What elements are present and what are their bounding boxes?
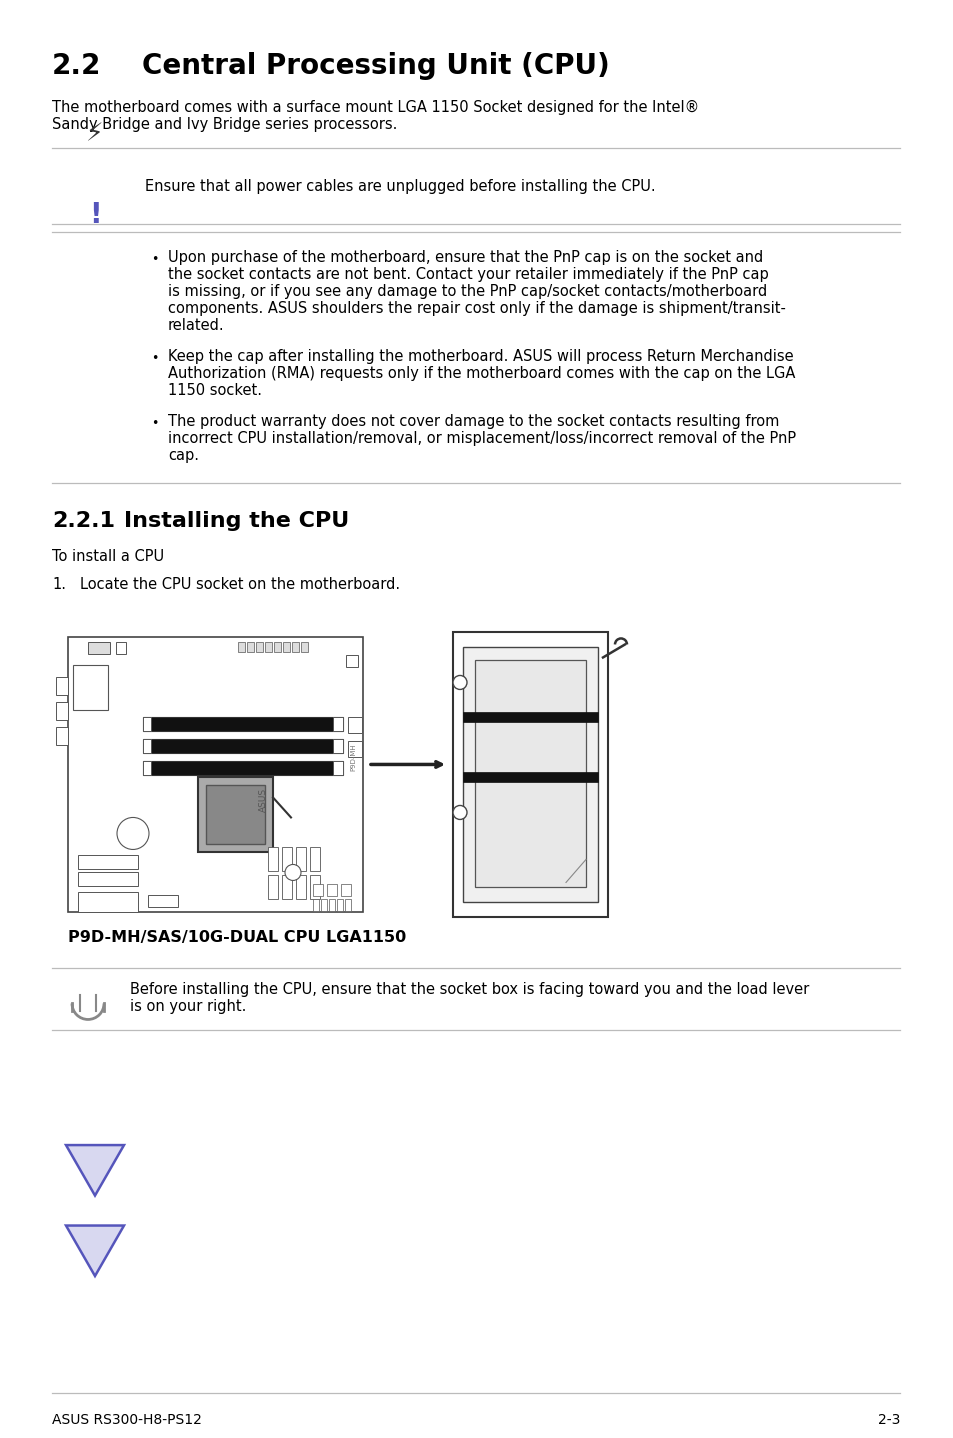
FancyBboxPatch shape	[255, 643, 263, 653]
Text: Ensure that all power cables are unplugged before installing the CPU.: Ensure that all power cables are unplugg…	[145, 180, 655, 194]
FancyBboxPatch shape	[475, 660, 585, 887]
Polygon shape	[66, 1225, 124, 1276]
Text: is missing, or if you see any damage to the PnP cap/socket contacts/motherboard: is missing, or if you see any damage to …	[168, 285, 766, 299]
FancyBboxPatch shape	[462, 647, 598, 903]
FancyBboxPatch shape	[333, 762, 343, 775]
Polygon shape	[66, 1145, 124, 1195]
Text: is on your right.: is on your right.	[130, 999, 246, 1014]
FancyBboxPatch shape	[320, 899, 327, 912]
FancyBboxPatch shape	[348, 718, 361, 733]
FancyBboxPatch shape	[283, 643, 290, 653]
Circle shape	[285, 864, 301, 880]
FancyBboxPatch shape	[116, 643, 126, 654]
Text: P9D-MH: P9D-MH	[350, 743, 355, 771]
FancyBboxPatch shape	[333, 739, 343, 754]
FancyBboxPatch shape	[327, 884, 336, 896]
Text: 1.: 1.	[52, 578, 66, 592]
Text: The motherboard comes with a surface mount LGA 1150 Socket designed for the Inte: The motherboard comes with a surface mou…	[52, 101, 699, 115]
Text: Before installing the CPU, ensure that the socket box is facing toward you and t: Before installing the CPU, ensure that t…	[130, 982, 808, 998]
FancyBboxPatch shape	[292, 643, 298, 653]
FancyBboxPatch shape	[333, 718, 343, 732]
Text: 2-3: 2-3	[877, 1414, 899, 1426]
FancyBboxPatch shape	[301, 643, 308, 653]
Text: Sandy Bridge and Ivy Bridge series processors.: Sandy Bridge and Ivy Bridge series proce…	[52, 116, 397, 132]
Text: incorrect CPU installation/removal, or misplacement/loss/incorrect removal of th: incorrect CPU installation/removal, or m…	[168, 431, 796, 446]
Text: P9D-MH/SAS/10G-DUAL CPU LGA1150: P9D-MH/SAS/10G-DUAL CPU LGA1150	[68, 930, 406, 945]
Text: •: •	[152, 352, 158, 365]
FancyBboxPatch shape	[143, 718, 343, 732]
FancyBboxPatch shape	[310, 847, 319, 871]
FancyBboxPatch shape	[198, 778, 273, 853]
Text: the socket contacts are not bent. Contact your retailer immediately if the PnP c: the socket contacts are not bent. Contac…	[168, 267, 768, 282]
FancyBboxPatch shape	[340, 884, 351, 896]
FancyBboxPatch shape	[313, 899, 318, 912]
FancyBboxPatch shape	[143, 718, 151, 732]
FancyBboxPatch shape	[282, 876, 292, 899]
Circle shape	[453, 676, 467, 689]
Text: 2.2.1: 2.2.1	[52, 512, 115, 532]
Text: •: •	[152, 253, 158, 266]
FancyBboxPatch shape	[274, 643, 281, 653]
FancyBboxPatch shape	[265, 643, 272, 653]
Text: •: •	[152, 417, 158, 430]
Text: ASUS: ASUS	[258, 788, 267, 811]
Text: components. ASUS shoulders the repair cost only if the damage is shipment/transi: components. ASUS shoulders the repair co…	[168, 302, 785, 316]
FancyBboxPatch shape	[237, 643, 245, 653]
FancyBboxPatch shape	[453, 633, 607, 917]
Text: 2.2: 2.2	[52, 52, 101, 81]
FancyBboxPatch shape	[78, 893, 138, 913]
FancyBboxPatch shape	[143, 762, 151, 775]
Text: ⚡: ⚡	[86, 122, 104, 147]
Text: The product warranty does not cover damage to the socket contacts resulting from: The product warranty does not cover dama…	[168, 414, 779, 430]
Text: cap.: cap.	[168, 449, 199, 463]
FancyBboxPatch shape	[268, 847, 277, 871]
FancyBboxPatch shape	[295, 847, 306, 871]
Text: Keep the cap after installing the motherboard. ASUS will process Return Merchand: Keep the cap after installing the mother…	[168, 349, 793, 364]
FancyBboxPatch shape	[56, 728, 68, 745]
Text: Central Processing Unit (CPU): Central Processing Unit (CPU)	[142, 52, 609, 81]
FancyBboxPatch shape	[148, 896, 178, 907]
Text: ASUS RS300-H8-PS12: ASUS RS300-H8-PS12	[52, 1414, 202, 1426]
Text: Installing the CPU: Installing the CPU	[124, 512, 349, 532]
FancyBboxPatch shape	[336, 899, 343, 912]
FancyBboxPatch shape	[78, 856, 138, 870]
FancyBboxPatch shape	[73, 666, 108, 710]
FancyBboxPatch shape	[348, 742, 361, 758]
Text: Upon purchase of the motherboard, ensure that the PnP cap is on the socket and: Upon purchase of the motherboard, ensure…	[168, 250, 762, 266]
Text: related.: related.	[168, 318, 224, 334]
Text: Authorization (RMA) requests only if the motherboard comes with the cap on the L: Authorization (RMA) requests only if the…	[168, 367, 795, 381]
Text: To install a CPU: To install a CPU	[52, 549, 164, 565]
FancyBboxPatch shape	[345, 899, 351, 912]
FancyBboxPatch shape	[346, 656, 357, 667]
FancyBboxPatch shape	[462, 712, 598, 722]
Circle shape	[453, 805, 467, 820]
FancyBboxPatch shape	[88, 643, 110, 654]
Text: !: !	[89, 201, 101, 229]
Text: 1150 socket.: 1150 socket.	[168, 384, 262, 398]
FancyBboxPatch shape	[56, 702, 68, 720]
FancyBboxPatch shape	[206, 785, 265, 844]
FancyBboxPatch shape	[143, 762, 343, 775]
FancyBboxPatch shape	[329, 899, 335, 912]
FancyBboxPatch shape	[268, 876, 277, 899]
FancyBboxPatch shape	[143, 739, 343, 754]
FancyBboxPatch shape	[56, 677, 68, 696]
FancyBboxPatch shape	[313, 884, 323, 896]
FancyBboxPatch shape	[310, 876, 319, 899]
FancyBboxPatch shape	[78, 873, 138, 886]
FancyBboxPatch shape	[247, 643, 253, 653]
FancyBboxPatch shape	[282, 847, 292, 871]
Circle shape	[117, 817, 149, 850]
FancyBboxPatch shape	[68, 637, 363, 913]
FancyBboxPatch shape	[143, 739, 151, 754]
Text: Locate the CPU socket on the motherboard.: Locate the CPU socket on the motherboard…	[80, 578, 399, 592]
FancyBboxPatch shape	[295, 876, 306, 899]
FancyBboxPatch shape	[462, 772, 598, 782]
